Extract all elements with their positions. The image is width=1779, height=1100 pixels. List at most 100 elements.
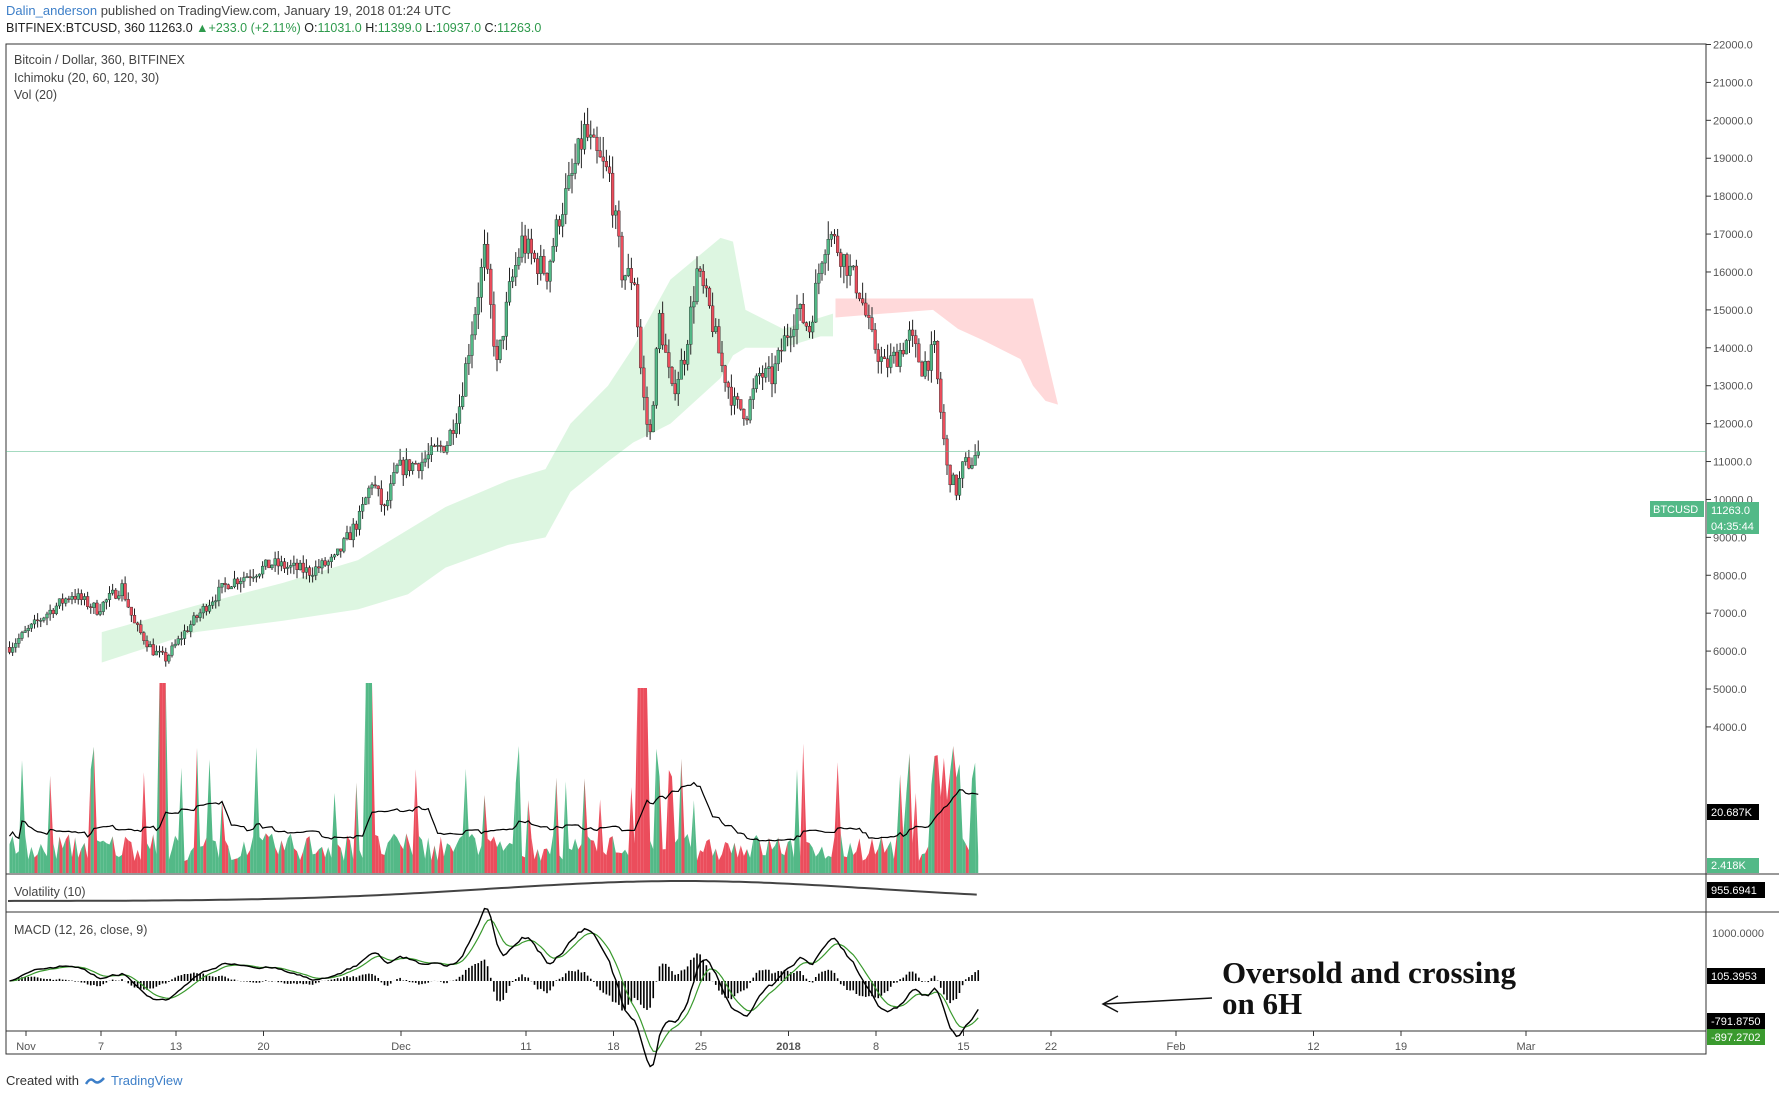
candle-body xyxy=(920,361,924,377)
volume-area xyxy=(578,844,582,873)
volume-area xyxy=(625,849,629,873)
volume-area xyxy=(825,855,829,873)
candle-body xyxy=(48,609,52,615)
legend-volume[interactable]: Vol (20) xyxy=(14,88,57,102)
candle-body xyxy=(654,348,658,406)
volume-area xyxy=(387,838,391,873)
volume-area xyxy=(722,842,726,873)
candle-body xyxy=(961,461,965,479)
volume-area xyxy=(428,837,432,873)
volume-area xyxy=(862,858,866,873)
candle-body xyxy=(864,302,868,316)
volume-area xyxy=(78,848,82,873)
candle-body xyxy=(751,388,755,400)
price-tick-label: 11000.0 xyxy=(1713,457,1752,469)
tradingview-link[interactable]: TradingView xyxy=(110,1073,183,1088)
volume-area xyxy=(206,759,210,873)
volume-area xyxy=(378,836,382,873)
candle-body xyxy=(929,344,933,371)
candle-body xyxy=(932,341,937,345)
volume-area xyxy=(709,839,713,873)
candle-body xyxy=(804,322,808,327)
candle-body xyxy=(454,423,458,434)
volume-area xyxy=(28,846,32,873)
volume-area xyxy=(165,683,169,873)
volume-area xyxy=(312,853,316,873)
candle-body xyxy=(32,619,37,625)
candle-body xyxy=(545,273,549,282)
candle-body xyxy=(795,308,799,330)
volume-area xyxy=(343,835,347,873)
volume-area xyxy=(47,775,51,873)
volume-area xyxy=(768,837,772,873)
legend-volatility[interactable]: Volatility (10) xyxy=(14,885,86,899)
volume-area xyxy=(328,847,332,873)
volume-area xyxy=(531,836,535,873)
volume-area xyxy=(756,835,760,873)
volume-area xyxy=(753,835,757,873)
volume-area xyxy=(793,769,797,873)
volume-area xyxy=(678,758,682,873)
candle-body xyxy=(57,598,62,607)
candle-body xyxy=(414,463,418,465)
candle-body xyxy=(811,321,815,333)
volume-area xyxy=(943,757,947,873)
candle-body xyxy=(548,260,552,282)
candle-body xyxy=(636,284,640,328)
candle-body xyxy=(245,576,249,578)
volume-area xyxy=(622,849,626,873)
candle-body xyxy=(311,575,315,577)
candle-body xyxy=(704,285,708,289)
volume-area xyxy=(100,840,104,873)
candle-body xyxy=(176,638,180,645)
author-link[interactable]: Dalin_anderson xyxy=(6,3,98,18)
volume-area xyxy=(550,833,554,873)
candle-body xyxy=(314,566,318,576)
volume-area xyxy=(356,782,360,873)
volume-area xyxy=(731,842,735,873)
volume-area xyxy=(43,851,47,873)
legend-title: Bitcoin / Dollar, 360, BITFINEX xyxy=(14,53,186,67)
close-label: C: xyxy=(484,21,498,35)
volume-area xyxy=(765,837,769,873)
volume-area xyxy=(840,833,844,873)
volume-area xyxy=(640,688,644,873)
volume-area xyxy=(800,743,804,873)
volume-area xyxy=(818,846,822,873)
time-tick-label: Dec xyxy=(391,1041,411,1053)
candle-body xyxy=(739,399,743,410)
legend-ichimoku[interactable]: Ichimoku (20, 60, 120, 30) xyxy=(14,71,159,85)
volume-area xyxy=(787,839,791,873)
legend-macd[interactable]: MACD (12, 26, close, 9) xyxy=(14,923,147,937)
candle-body xyxy=(26,628,30,632)
candle-body xyxy=(411,463,415,472)
volume-area xyxy=(250,835,254,873)
volume-area xyxy=(493,836,497,873)
candle-body xyxy=(211,601,215,606)
candle-body xyxy=(254,575,258,578)
volume-area xyxy=(734,842,738,873)
candle-body xyxy=(464,363,468,397)
macd-signal-badge-text: -897.2702 xyxy=(1711,1032,1761,1044)
volume-area xyxy=(515,746,519,873)
candle-body xyxy=(970,465,974,469)
volume-area xyxy=(181,767,185,873)
volume-area xyxy=(965,843,969,873)
volume-area xyxy=(715,848,719,873)
candle-body xyxy=(45,613,49,619)
volume-area xyxy=(522,855,526,873)
volume-area xyxy=(415,769,419,873)
candle-body xyxy=(826,239,830,255)
volume-area xyxy=(40,843,44,873)
volume-area xyxy=(790,839,794,873)
candle-body xyxy=(301,562,305,573)
candle-body xyxy=(557,219,562,227)
volume-area xyxy=(178,767,182,873)
change-value: +233.0 (+2.11%) xyxy=(208,21,301,35)
volume-area xyxy=(500,841,504,873)
candle-body xyxy=(882,356,887,360)
candle-body xyxy=(667,352,671,368)
price-tick-label: 22000.0 xyxy=(1713,40,1753,52)
volume-area xyxy=(922,853,926,873)
